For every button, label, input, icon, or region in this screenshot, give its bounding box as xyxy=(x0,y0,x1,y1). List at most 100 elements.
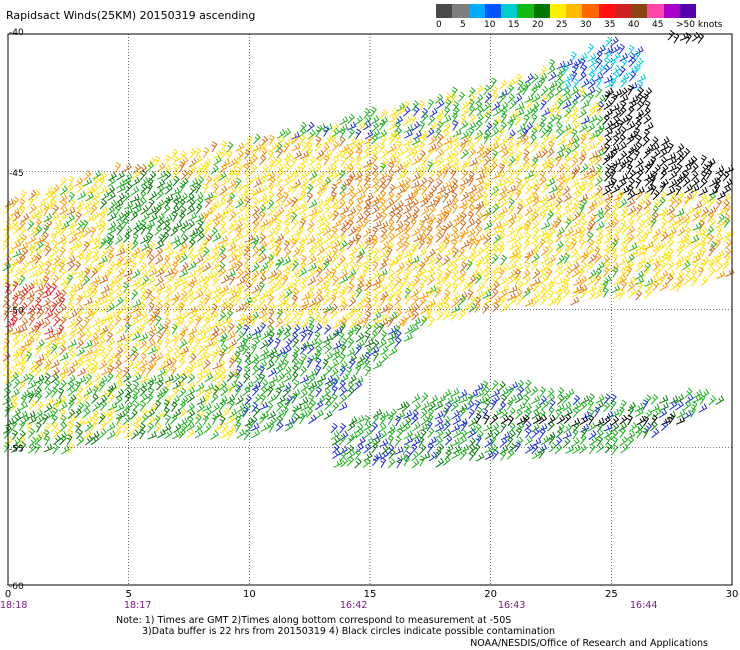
wind-barb xyxy=(460,239,470,250)
x-tick-label: 20 xyxy=(484,589,497,600)
wind-barb xyxy=(610,77,617,89)
wind-barb xyxy=(323,287,331,299)
wind-barb xyxy=(435,225,444,236)
wind-barb xyxy=(236,282,244,294)
wind-barb xyxy=(476,282,485,293)
wind-barb xyxy=(538,72,548,83)
wind-barb xyxy=(76,323,85,335)
wind-barb xyxy=(291,392,298,404)
wind-barb xyxy=(531,395,541,405)
wind-barb xyxy=(204,372,214,383)
wind-barb xyxy=(492,302,500,313)
wind-barb xyxy=(196,345,205,356)
wind-barb xyxy=(59,176,67,187)
wind-barb xyxy=(532,141,539,152)
wind-barb xyxy=(402,274,409,286)
wind-barb xyxy=(356,354,366,364)
wind-barb xyxy=(52,255,61,266)
wind-barb xyxy=(172,336,179,348)
wind-barb xyxy=(140,344,150,355)
wind-barb xyxy=(188,326,198,336)
wind-barb xyxy=(546,210,555,221)
wind-barb xyxy=(276,185,284,196)
wind-barb xyxy=(172,318,181,329)
wind-barb xyxy=(98,360,108,370)
wind-barb xyxy=(2,345,9,357)
wind-barb xyxy=(492,220,502,230)
wind-barb xyxy=(381,255,390,266)
wind-barb xyxy=(507,129,516,140)
wind-barb xyxy=(516,85,525,96)
wind-barb xyxy=(347,213,355,224)
wind-barb xyxy=(531,277,541,286)
wind-barb xyxy=(50,333,60,343)
wind-barb xyxy=(266,253,275,265)
wind-barb xyxy=(58,324,65,336)
wind-barb xyxy=(92,262,102,273)
wind-barb xyxy=(514,115,522,126)
wind-barb xyxy=(130,261,137,273)
wind-barb xyxy=(658,275,666,287)
wind-barb xyxy=(643,199,652,210)
wind-barb xyxy=(291,203,301,214)
wind-barb xyxy=(507,415,515,427)
wind-barb xyxy=(18,420,26,432)
wind-barb xyxy=(245,143,253,154)
wind-barb xyxy=(162,295,171,307)
wind-barb xyxy=(75,295,83,306)
wind-barb xyxy=(723,217,731,228)
wind-barb xyxy=(707,206,717,216)
wind-barb xyxy=(404,268,412,280)
wind-barb xyxy=(330,359,340,369)
wind-barb xyxy=(410,217,417,229)
wind-barb xyxy=(387,457,396,469)
wind-barb xyxy=(707,233,715,245)
wind-barb xyxy=(386,246,393,258)
wind-barb xyxy=(340,143,350,153)
wind-barb xyxy=(531,106,539,117)
wind-barb xyxy=(683,232,690,244)
wind-barb xyxy=(98,296,108,306)
wind-barb xyxy=(426,420,433,432)
wind-barb xyxy=(458,275,466,287)
wind-barb xyxy=(212,367,221,378)
wind-barb xyxy=(396,262,406,273)
wind-barb xyxy=(443,289,451,301)
wind-barb xyxy=(332,140,340,152)
wind-barb xyxy=(412,275,421,287)
wind-barb xyxy=(589,436,598,446)
wind-barb xyxy=(122,430,132,439)
wind-barb xyxy=(140,365,147,377)
wind-barb xyxy=(148,330,156,342)
wind-barb xyxy=(421,184,428,196)
wind-barb xyxy=(522,133,530,145)
wind-barb xyxy=(676,409,686,419)
wind-barb xyxy=(571,156,579,168)
wind-barb xyxy=(355,427,365,438)
wind-barb xyxy=(500,254,508,266)
wind-barb xyxy=(155,254,164,265)
wind-barb xyxy=(114,395,123,406)
wind-barb xyxy=(578,108,587,119)
wind-barb xyxy=(484,399,491,410)
wind-barb xyxy=(402,240,410,252)
wind-barb xyxy=(642,415,650,427)
wind-barb xyxy=(11,326,22,335)
wind-barb xyxy=(475,171,486,181)
wind-barb xyxy=(164,288,173,299)
wind-barb xyxy=(196,366,206,376)
wind-barb xyxy=(443,269,452,280)
wind-barb xyxy=(258,401,269,411)
wind-barb xyxy=(218,325,227,336)
time-label: 18:17 xyxy=(124,600,152,611)
wind-barb xyxy=(611,184,621,194)
scale-label: 20 xyxy=(532,20,544,30)
wind-barb xyxy=(541,107,551,117)
wind-barb xyxy=(594,176,604,187)
wind-barb xyxy=(699,226,709,237)
wind-barb xyxy=(604,171,612,182)
wind-barb xyxy=(618,133,626,145)
wind-barb xyxy=(531,296,540,308)
wind-barb xyxy=(196,231,205,242)
wind-barb xyxy=(445,443,454,454)
